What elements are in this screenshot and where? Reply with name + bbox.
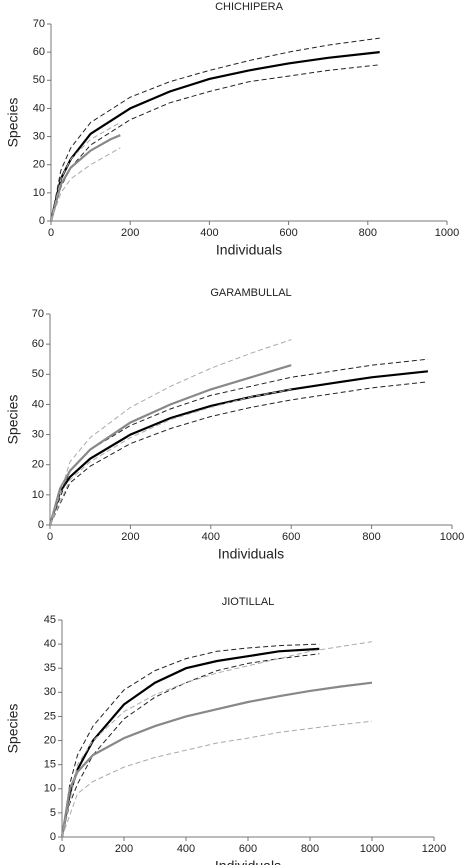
series-line xyxy=(49,388,292,526)
y-tick-label: 0 xyxy=(38,519,44,531)
series-line xyxy=(50,122,121,222)
x-tick-label: 400 xyxy=(200,227,218,239)
series-line xyxy=(50,147,121,222)
y-tick-label: 20 xyxy=(33,159,45,171)
y-tick-label: 10 xyxy=(44,783,56,795)
x-tick-label: 1000 xyxy=(435,227,459,239)
series-line xyxy=(49,358,428,526)
series-line xyxy=(48,364,292,526)
y-tick-label: 20 xyxy=(44,734,56,746)
y-tick-label: 45 xyxy=(44,614,56,626)
series-line xyxy=(49,339,292,526)
x-tick-label: 800 xyxy=(301,843,319,855)
series-line xyxy=(50,64,380,222)
x-tick-label: 600 xyxy=(239,843,257,855)
y-axis-label: Species xyxy=(5,395,21,445)
series-line xyxy=(49,134,121,222)
y-tick-label: 40 xyxy=(44,638,56,650)
series-line xyxy=(61,643,320,838)
y-tick-label: 5 xyxy=(50,807,56,819)
x-tick-label: 1200 xyxy=(422,843,446,855)
series-line xyxy=(61,653,320,838)
chart-title: GARAMBULLAL xyxy=(210,287,291,299)
y-tick-label: 10 xyxy=(33,187,45,199)
series-line xyxy=(49,381,428,526)
y-tick-label: 15 xyxy=(44,759,56,771)
y-tick-label: 50 xyxy=(32,368,44,380)
x-tick-label: 1000 xyxy=(440,531,464,543)
series-line xyxy=(60,681,373,838)
x-tick-label: 600 xyxy=(279,227,297,239)
series-line xyxy=(48,370,429,526)
y-tick-label: 30 xyxy=(33,130,45,142)
x-axis-label: Individuals xyxy=(216,242,282,258)
y-axis-label: Species xyxy=(5,98,21,148)
y-tick-label: 60 xyxy=(33,46,45,58)
x-tick-label: 600 xyxy=(282,531,300,543)
y-axis-label: Species xyxy=(5,704,21,754)
series-line xyxy=(60,647,320,838)
x-tick-label: 800 xyxy=(359,227,377,239)
y-tick-label: 0 xyxy=(39,215,45,227)
chart-title: CHICHIPERA xyxy=(215,1,284,13)
y-tick-label: 70 xyxy=(32,308,44,320)
x-tick-label: 0 xyxy=(48,227,54,239)
chart-title: JIOTILLAL xyxy=(222,596,275,608)
y-tick-label: 30 xyxy=(32,428,44,440)
y-tick-label: 35 xyxy=(44,662,56,674)
y-tick-label: 0 xyxy=(50,831,56,843)
x-tick-label: 200 xyxy=(121,227,139,239)
x-tick-label: 1000 xyxy=(360,843,384,855)
x-tick-label: 400 xyxy=(177,843,195,855)
series-line xyxy=(50,37,380,222)
y-tick-label: 40 xyxy=(32,398,44,410)
series-line xyxy=(61,641,373,838)
y-tick-label: 30 xyxy=(44,686,56,698)
y-tick-label: 25 xyxy=(44,710,56,722)
y-tick-label: 70 xyxy=(33,18,45,30)
x-axis-label: Individuals xyxy=(215,858,281,865)
x-tick-label: 400 xyxy=(202,531,220,543)
y-tick-label: 40 xyxy=(33,102,45,114)
x-tick-label: 200 xyxy=(115,843,133,855)
y-tick-label: 20 xyxy=(32,459,44,471)
x-tick-label: 0 xyxy=(59,843,65,855)
x-tick-label: 200 xyxy=(121,531,139,543)
y-tick-label: 10 xyxy=(32,489,44,501)
series-line xyxy=(49,51,380,222)
x-tick-label: 0 xyxy=(47,531,53,543)
y-tick-label: 60 xyxy=(32,338,44,350)
y-tick-label: 50 xyxy=(33,74,45,86)
x-tick-label: 800 xyxy=(362,531,380,543)
x-axis-label: Individuals xyxy=(218,546,284,562)
series-line xyxy=(61,720,373,838)
